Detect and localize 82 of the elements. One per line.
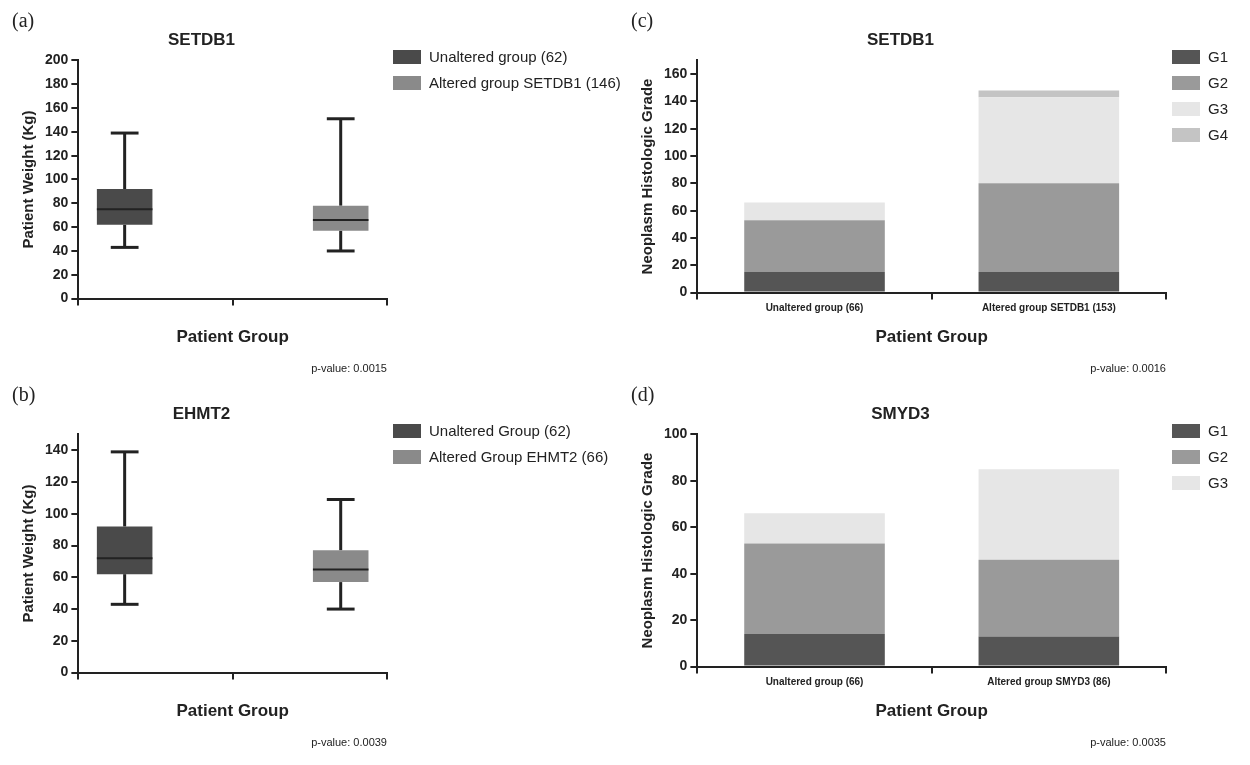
bar bbox=[744, 202, 885, 221]
y-tick-label: 60 bbox=[52, 568, 69, 585]
y-tick-label: 60 bbox=[671, 201, 688, 218]
y-tick-label: 80 bbox=[671, 174, 688, 191]
y-tick-label: 40 bbox=[52, 241, 69, 258]
y-tick-label: 120 bbox=[45, 146, 69, 163]
text: (a) bbox=[12, 9, 35, 33]
text: (b) bbox=[12, 383, 36, 407]
bar bbox=[978, 90, 1120, 98]
legend-label: G1 bbox=[1208, 422, 1229, 439]
y-tick-label: 100 bbox=[664, 425, 688, 442]
y-tick-label: 0 bbox=[60, 289, 69, 306]
bar bbox=[744, 513, 885, 544]
y-tick-label: 100 bbox=[664, 146, 688, 163]
y-tick-label: 140 bbox=[45, 441, 69, 458]
y-tick-label: 120 bbox=[45, 472, 69, 489]
legend-label: G1 bbox=[1208, 48, 1229, 65]
y-tick-label: 40 bbox=[52, 599, 69, 616]
bar bbox=[978, 636, 1120, 666]
x-axis-title: Patient Group bbox=[176, 701, 289, 721]
chart-title: EHMT2 bbox=[172, 403, 231, 423]
y-axis-title: Patient Weight (Kg) bbox=[19, 110, 37, 249]
legend-label: G4 bbox=[1208, 126, 1229, 143]
y-tick-label: 40 bbox=[671, 228, 688, 245]
chart-title: SETDB1 bbox=[167, 29, 236, 49]
y-tick-label: 120 bbox=[664, 119, 688, 136]
chart-title: SETDB1 bbox=[866, 29, 935, 49]
text: p-value: 0.0039 bbox=[311, 735, 387, 748]
legend-label: G2 bbox=[1208, 74, 1229, 91]
y-tick-label: 60 bbox=[671, 518, 688, 535]
y-tick-label: 60 bbox=[52, 218, 69, 234]
bar bbox=[978, 183, 1120, 273]
y-tick-label: 0 bbox=[679, 657, 688, 674]
chart-title: SMYD3 bbox=[871, 403, 930, 423]
bar bbox=[978, 272, 1120, 292]
x-tick-label: Altered group SETDB1 (153) bbox=[981, 302, 1116, 314]
x-axis-title: Patient Group bbox=[875, 327, 988, 347]
text: (c) bbox=[631, 9, 654, 33]
y-tick-label: 100 bbox=[45, 170, 69, 187]
bar bbox=[744, 634, 885, 666]
bar bbox=[744, 272, 885, 292]
y-tick-label: 20 bbox=[52, 265, 69, 282]
y-tick-label: 160 bbox=[45, 98, 69, 115]
bar bbox=[978, 559, 1120, 637]
y-tick-label: 40 bbox=[671, 564, 688, 581]
y-axis-title: Patient Weight (Kg) bbox=[19, 484, 37, 623]
y-tick-label: 0 bbox=[679, 283, 688, 300]
legend-label: Unaltered Group (62) bbox=[429, 422, 571, 439]
legend-label: Altered group SETDB1 (146) bbox=[429, 74, 621, 91]
bar bbox=[744, 543, 885, 635]
x-axis-title: Patient Group bbox=[176, 327, 289, 347]
y-tick-label: 20 bbox=[671, 611, 688, 628]
legend-label: Altered Group EHMT2 (66) bbox=[429, 448, 609, 465]
y-tick-label: 80 bbox=[52, 194, 69, 211]
y-tick-label: 80 bbox=[671, 471, 688, 488]
y-tick-label: 20 bbox=[671, 256, 688, 273]
x-tick-label: Unaltered group (66) bbox=[765, 676, 864, 688]
x-tick-label: Altered group SMYD3 (86) bbox=[987, 676, 1111, 688]
legend-label: Unaltered group (62) bbox=[429, 48, 568, 65]
x-axis-title: Patient Group bbox=[875, 701, 988, 721]
y-tick-label: 200 bbox=[45, 51, 69, 68]
y-tick-label: 140 bbox=[664, 92, 688, 109]
y-tick-label: 160 bbox=[664, 64, 688, 81]
y-axis-title: Neoplasm Histologic Grade bbox=[638, 452, 656, 649]
y-axis-title: Neoplasm Histologic Grade bbox=[638, 78, 656, 275]
y-tick-label: 80 bbox=[52, 536, 69, 553]
text: (d) bbox=[631, 383, 655, 407]
y-tick-label: 20 bbox=[52, 631, 69, 648]
text: p-value: 0.0016 bbox=[1090, 361, 1166, 374]
text: p-value: 0.0035 bbox=[1090, 735, 1166, 748]
bar bbox=[744, 220, 885, 273]
bar bbox=[978, 469, 1120, 560]
y-tick-label: 140 bbox=[45, 122, 69, 139]
text: p-value: 0.0015 bbox=[311, 361, 387, 374]
legend-label: G3 bbox=[1208, 100, 1229, 117]
legend-label: G2 bbox=[1208, 448, 1229, 465]
x-tick-label: Unaltered group (66) bbox=[765, 302, 864, 314]
legend-label: G3 bbox=[1208, 474, 1229, 491]
bar bbox=[978, 97, 1120, 184]
y-tick-label: 0 bbox=[60, 663, 69, 680]
y-tick-label: 180 bbox=[45, 75, 69, 92]
y-tick-label: 100 bbox=[45, 504, 69, 521]
